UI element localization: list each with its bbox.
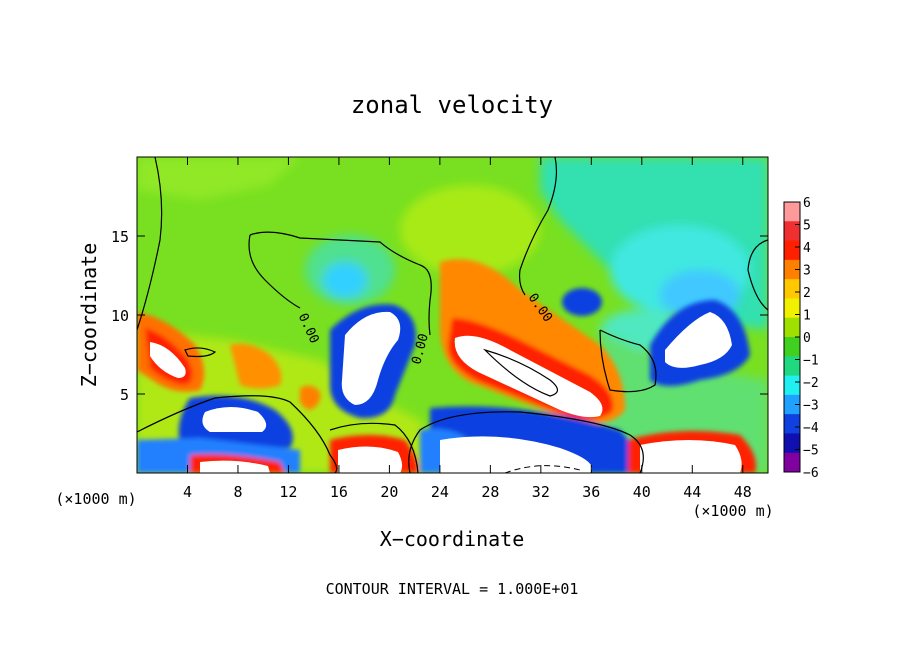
y-tick-label: 15 <box>111 228 129 246</box>
chart-title: zonal velocity <box>351 91 553 119</box>
x-tick-label: 8 <box>233 483 242 501</box>
x-unit-label-right: (×1000 m) <box>692 502 773 520</box>
x-tick-label: 36 <box>582 483 600 501</box>
colorbar-tick-label: −2 <box>803 376 819 391</box>
colorbar-tick-label: −3 <box>803 399 819 414</box>
x-tick-label: 24 <box>431 483 449 501</box>
colorbar-swatch <box>784 337 800 357</box>
x-tick-label: 20 <box>380 483 398 501</box>
colorbar-swatch <box>784 259 800 280</box>
colorbar-swatch <box>784 452 800 473</box>
colorbar-tick-label: 2 <box>803 286 811 301</box>
colorbar-tick-label: 5 <box>803 219 811 234</box>
x-tick-label: 48 <box>734 483 752 501</box>
colorbar-swatch <box>784 414 800 434</box>
colorbar-tick-label: 3 <box>803 264 811 279</box>
colorbar-swatch <box>784 240 800 261</box>
x-tick-label: 44 <box>683 483 701 501</box>
colorbar-tick-label: 6 <box>803 196 811 211</box>
x-tick-label: 40 <box>633 483 651 501</box>
colorbar-swatch <box>784 279 800 299</box>
colorbar-swatch <box>784 221 800 242</box>
colorbar-swatch <box>784 394 800 415</box>
colorbar-swatch <box>784 298 800 319</box>
colorbar-swatch <box>784 375 800 396</box>
y-tick-label: 10 <box>111 307 129 325</box>
colorbar-swatch <box>784 202 800 222</box>
x-tick-label: 16 <box>330 483 348 501</box>
y-tick-label: 5 <box>120 386 129 404</box>
colorbar-tick-label: −4 <box>803 421 819 436</box>
y-axis: 5 10 15 <box>111 228 768 404</box>
x-unit-label-left: (×1000 m) <box>55 490 136 508</box>
colorbar-tick-label: −5 <box>803 444 819 459</box>
velocity-field <box>137 157 768 473</box>
x-tick-label: 12 <box>279 483 297 501</box>
x-tick-label: 4 <box>183 483 192 501</box>
colorbar-tick-label: −6 <box>803 466 819 481</box>
y-axis-label: Z−coordinate <box>77 243 101 388</box>
colorbar-swatch <box>784 356 800 377</box>
x-tick-label: 32 <box>532 483 550 501</box>
contour-interval-note: CONTOUR INTERVAL = 1.000E+01 <box>326 580 579 598</box>
colorbar-tick-label: 1 <box>803 309 811 324</box>
colorbar-tick-label: −1 <box>803 354 819 369</box>
colorbar: 6 5 4 3 2 1 0 −1 −2 −3 −4 −5 −6 <box>783 196 819 481</box>
x-axis: 4 8 12 16 20 24 28 32 36 40 44 48 <box>183 157 752 501</box>
colorbar-swatch <box>784 433 800 454</box>
colorbar-swatch <box>784 317 800 338</box>
x-tick-label: 28 <box>481 483 499 501</box>
colorbar-tick-label: 0 <box>803 331 811 346</box>
colorbar-tick-label: 4 <box>803 241 811 256</box>
x-axis-label: X−coordinate <box>380 527 525 551</box>
